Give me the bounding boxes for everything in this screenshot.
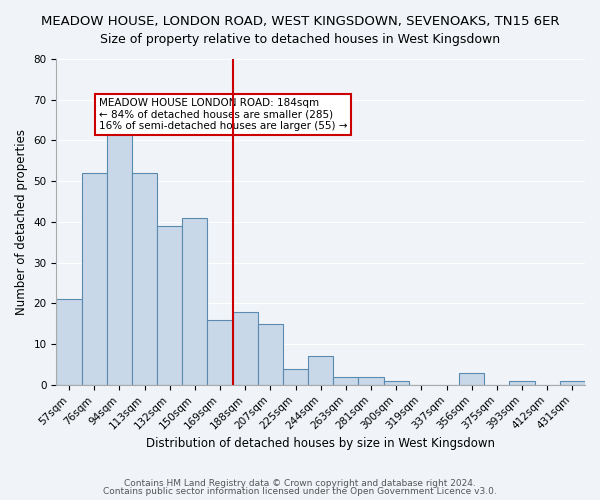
Bar [459,372,484,385]
Bar [107,112,132,385]
Bar [333,376,358,385]
Bar [283,368,308,385]
Bar [560,381,585,385]
Bar [157,226,182,385]
Y-axis label: Number of detached properties: Number of detached properties [15,129,28,315]
Bar [233,312,258,385]
Bar [182,218,208,385]
Bar [258,324,283,385]
Bar [56,300,82,385]
Text: Size of property relative to detached houses in West Kingsdown: Size of property relative to detached ho… [100,32,500,46]
Bar [358,376,383,385]
Bar [383,381,409,385]
X-axis label: Distribution of detached houses by size in West Kingsdown: Distribution of detached houses by size … [146,437,495,450]
Text: Contains public sector information licensed under the Open Government Licence v3: Contains public sector information licen… [103,487,497,496]
Text: MEADOW HOUSE LONDON ROAD: 184sqm
← 84% of detached houses are smaller (285)
16% : MEADOW HOUSE LONDON ROAD: 184sqm ← 84% o… [98,98,347,132]
Bar [509,381,535,385]
Bar [82,173,107,385]
Bar [208,320,233,385]
Bar [132,173,157,385]
Bar [308,356,333,385]
Text: MEADOW HOUSE, LONDON ROAD, WEST KINGSDOWN, SEVENOAKS, TN15 6ER: MEADOW HOUSE, LONDON ROAD, WEST KINGSDOW… [41,15,559,28]
Text: Contains HM Land Registry data © Crown copyright and database right 2024.: Contains HM Land Registry data © Crown c… [124,478,476,488]
